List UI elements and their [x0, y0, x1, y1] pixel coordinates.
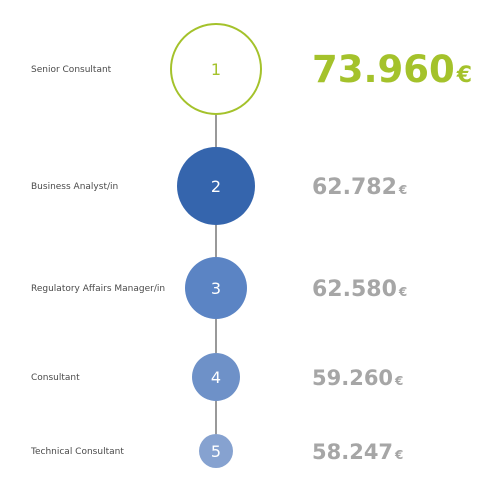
salary-amount: 59.260 — [312, 366, 393, 390]
salary-amount: 73.960 — [312, 48, 455, 91]
rank-number: 5 — [211, 442, 221, 461]
job-title-label: Consultant — [31, 373, 80, 383]
rank-circle — [177, 147, 255, 225]
salary-value: 62.782 € — [312, 175, 407, 200]
salary-amount: 62.580 — [312, 277, 397, 302]
job-title-label: Technical Consultant — [30, 447, 124, 457]
salary-amount: 62.782 — [312, 175, 397, 200]
salary-value: 58.247 € — [312, 440, 403, 464]
salary-value: 73.960€ — [312, 48, 472, 91]
rank-circle — [170, 23, 262, 115]
rank-number: 2 — [211, 177, 221, 196]
job-title-label: Senior Consultant — [31, 65, 112, 75]
rank-row: Technical Consultant 5 58.247 € — [30, 434, 403, 468]
currency-symbol: € — [398, 285, 407, 299]
rank-circle — [185, 257, 247, 319]
rank-row: Senior Consultant 1 73.960€ — [31, 23, 472, 115]
currency-symbol: € — [394, 448, 403, 462]
currency-symbol: € — [394, 374, 403, 388]
salary-amount: 58.247 — [312, 440, 393, 464]
rank-row: Business Analyst/in 2 62.782 € — [31, 147, 407, 225]
salary-value: 59.260 € — [312, 366, 403, 390]
rank-number: 3 — [211, 279, 221, 298]
rank-row: Regulatory Affairs Manager/in 3 62.580 € — [31, 257, 407, 319]
job-title-label: Regulatory Affairs Manager/in — [31, 284, 165, 294]
salary-value: 62.580 € — [312, 277, 407, 302]
rank-number: 1 — [211, 60, 221, 79]
job-title-label: Business Analyst/in — [31, 182, 118, 192]
rank-row: Consultant 4 59.260 € — [31, 353, 403, 401]
rank-number: 4 — [211, 368, 221, 387]
rank-circle — [192, 353, 240, 401]
currency-symbol: € — [398, 183, 407, 197]
rank-circle — [199, 434, 233, 468]
currency-symbol: € — [456, 63, 472, 88]
